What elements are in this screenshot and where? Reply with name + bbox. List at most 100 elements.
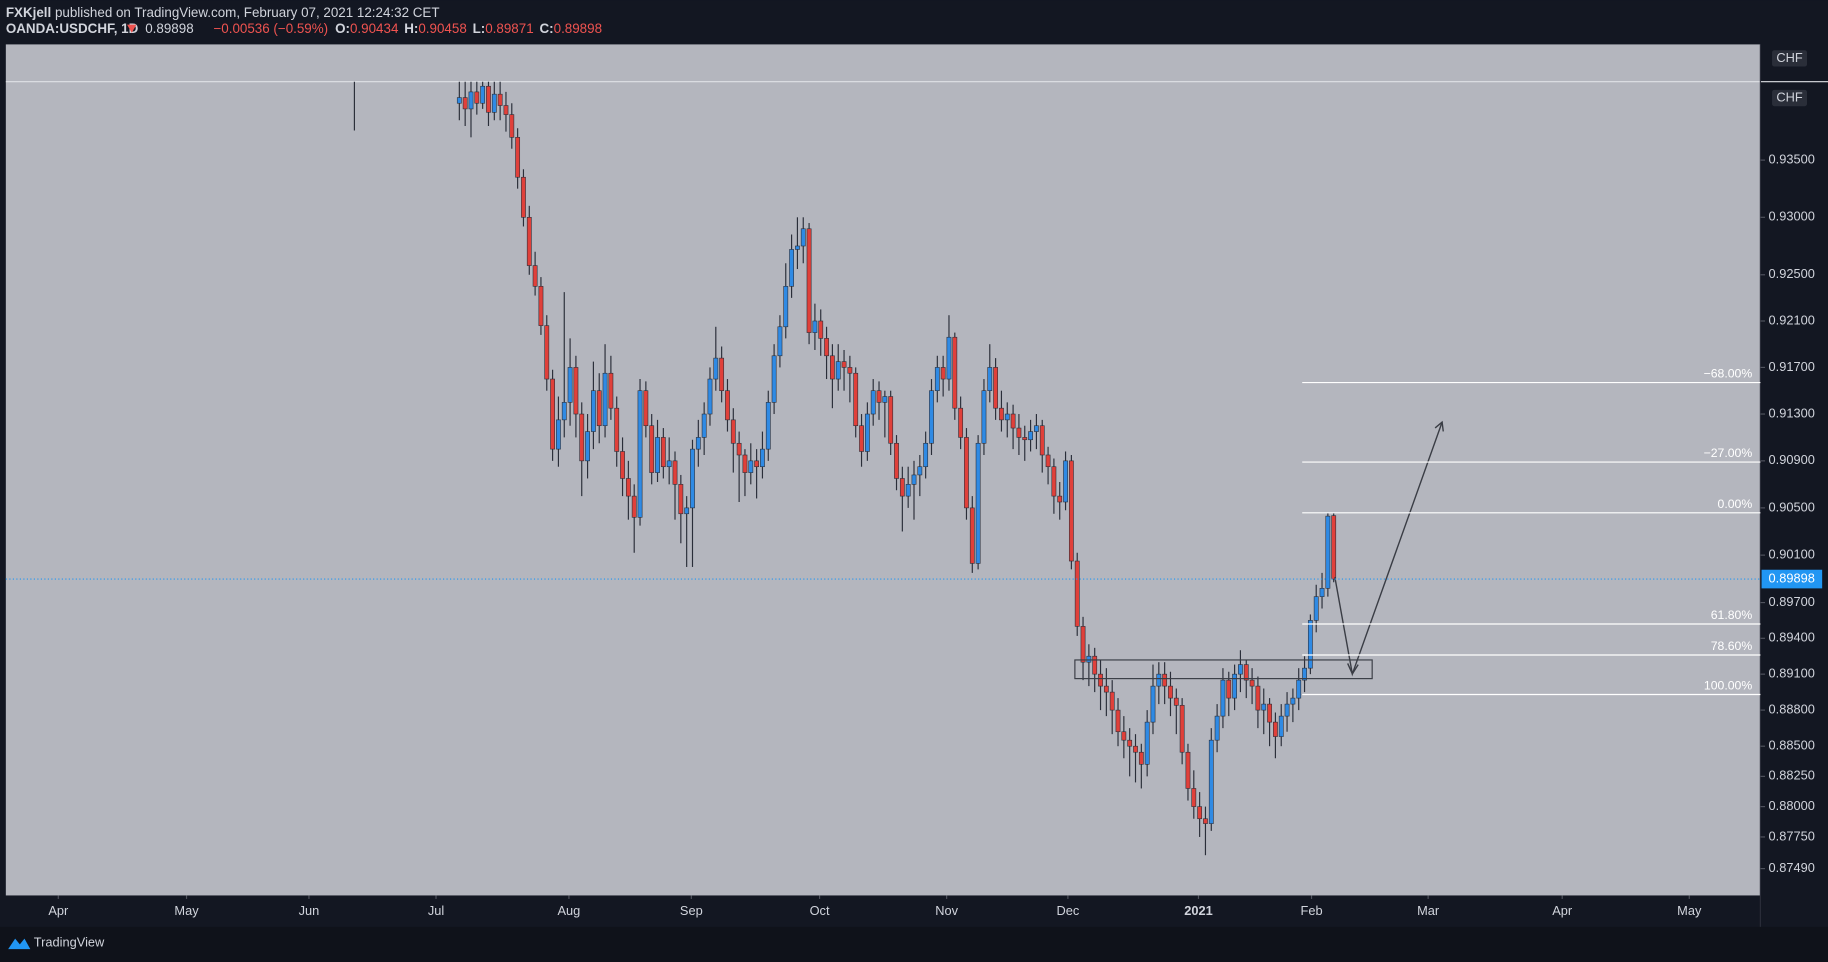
candle-body bbox=[596, 390, 602, 427]
candle-body bbox=[830, 355, 835, 380]
ohlc-value: 0.89871 bbox=[485, 21, 533, 36]
candle-body bbox=[771, 355, 777, 403]
y-tick-label: 0.93500 bbox=[1769, 152, 1815, 167]
candle-body bbox=[789, 249, 794, 287]
y-tick-label: 0.88250 bbox=[1769, 768, 1815, 783]
y-tick-label: 0.89700 bbox=[1769, 594, 1815, 609]
candle-body bbox=[631, 495, 637, 518]
y-tick-label: 0.92500 bbox=[1769, 266, 1815, 281]
candle-body bbox=[666, 460, 672, 468]
candle-body bbox=[934, 367, 940, 391]
arrow-head bbox=[1434, 420, 1444, 432]
y-tick-label: 0.92100 bbox=[1769, 312, 1815, 327]
plot-area bbox=[5, 44, 1761, 896]
candle-body bbox=[777, 326, 783, 357]
candle-body bbox=[1016, 427, 1022, 438]
last-price: 0.89898 bbox=[145, 21, 193, 36]
candle-body bbox=[620, 451, 625, 479]
candle-body bbox=[824, 338, 829, 357]
candle-body bbox=[1232, 673, 1237, 699]
candle-body bbox=[736, 442, 742, 456]
candle-body bbox=[1150, 685, 1156, 723]
candle-body bbox=[538, 286, 544, 326]
candle-body bbox=[783, 286, 789, 328]
candle-body bbox=[917, 466, 923, 476]
candle-body bbox=[818, 320, 824, 339]
candle-body bbox=[1127, 739, 1133, 747]
x-tick-label: May bbox=[174, 903, 199, 918]
candle-body bbox=[585, 431, 590, 462]
candle-body bbox=[847, 367, 853, 374]
candle-body bbox=[1284, 703, 1290, 717]
symbol-line: OANDA:USDCHF, 1D 0.89898 −0.00536 (−0.59%)… bbox=[6, 21, 602, 36]
candle-body bbox=[1010, 413, 1016, 429]
candle-body bbox=[690, 448, 695, 509]
candle-body bbox=[521, 176, 526, 218]
candle-body bbox=[882, 396, 888, 403]
candle-body bbox=[474, 91, 480, 104]
candle-body bbox=[625, 478, 631, 497]
candle-body bbox=[958, 407, 964, 438]
ohlc-value: 0.90458 bbox=[418, 21, 466, 36]
ohlc-label: L: bbox=[473, 21, 486, 36]
candle-body bbox=[800, 228, 806, 247]
candle-body bbox=[964, 437, 969, 509]
ohlc-label: H: bbox=[404, 21, 418, 36]
currency-label: CHF bbox=[1776, 89, 1803, 104]
y-tick-label: 0.89100 bbox=[1769, 666, 1815, 681]
candle-body bbox=[1028, 431, 1033, 441]
brand: TradingView bbox=[34, 935, 105, 950]
published: published on TradingView.com, February 0… bbox=[51, 4, 439, 19]
price-pane bbox=[353, 81, 1337, 856]
candle-body bbox=[491, 93, 497, 113]
candle-body bbox=[905, 484, 911, 497]
candle-body bbox=[1168, 685, 1173, 699]
candle-body bbox=[660, 437, 666, 468]
candle-body bbox=[526, 217, 532, 266]
candle-body bbox=[899, 478, 905, 497]
candle-body bbox=[1133, 745, 1138, 753]
candle-body bbox=[1278, 715, 1284, 737]
candle-body bbox=[1208, 739, 1214, 824]
candle-body bbox=[1138, 751, 1144, 765]
candle-body bbox=[894, 442, 899, 479]
candle-body bbox=[1249, 679, 1255, 687]
candle-body bbox=[655, 437, 660, 473]
candle-body bbox=[1045, 454, 1051, 468]
y-tick-label: 0.89400 bbox=[1769, 630, 1815, 645]
candle-body bbox=[1092, 655, 1098, 675]
candle-body bbox=[509, 114, 515, 138]
x-tick-label: Apr bbox=[1552, 903, 1573, 918]
candle-body bbox=[888, 396, 894, 444]
candle-body bbox=[975, 442, 981, 564]
candle-body bbox=[969, 507, 975, 564]
candle-body bbox=[1197, 806, 1203, 820]
candle-body bbox=[1051, 466, 1057, 497]
fib-label: −27.00% bbox=[1704, 446, 1753, 460]
candle-body bbox=[567, 367, 573, 403]
candle-body bbox=[1243, 664, 1249, 681]
candle-body bbox=[812, 320, 818, 333]
candle-body bbox=[1173, 697, 1179, 706]
candle-body bbox=[864, 413, 870, 452]
candle-body bbox=[573, 367, 579, 415]
currency-label: CHF bbox=[1776, 50, 1803, 65]
candle-body bbox=[1068, 460, 1074, 562]
candle-body bbox=[1290, 697, 1296, 705]
candle-body bbox=[1022, 437, 1028, 441]
candle-body bbox=[940, 367, 946, 380]
ohlc-label: O: bbox=[335, 21, 350, 36]
candle-body bbox=[637, 390, 643, 518]
candle-body bbox=[730, 419, 736, 444]
drawings bbox=[1074, 420, 1444, 680]
candle-body bbox=[480, 85, 486, 104]
zone-box bbox=[1074, 659, 1373, 680]
candle-body bbox=[701, 413, 707, 438]
x-tick-label: Jul bbox=[428, 903, 444, 918]
y-tick-label: 0.93000 bbox=[1769, 209, 1815, 224]
candle-body bbox=[1179, 705, 1185, 753]
candle-body bbox=[672, 460, 678, 485]
x-tick-label: May bbox=[1677, 903, 1702, 918]
candle-body bbox=[719, 357, 725, 391]
candle-body bbox=[952, 336, 958, 409]
